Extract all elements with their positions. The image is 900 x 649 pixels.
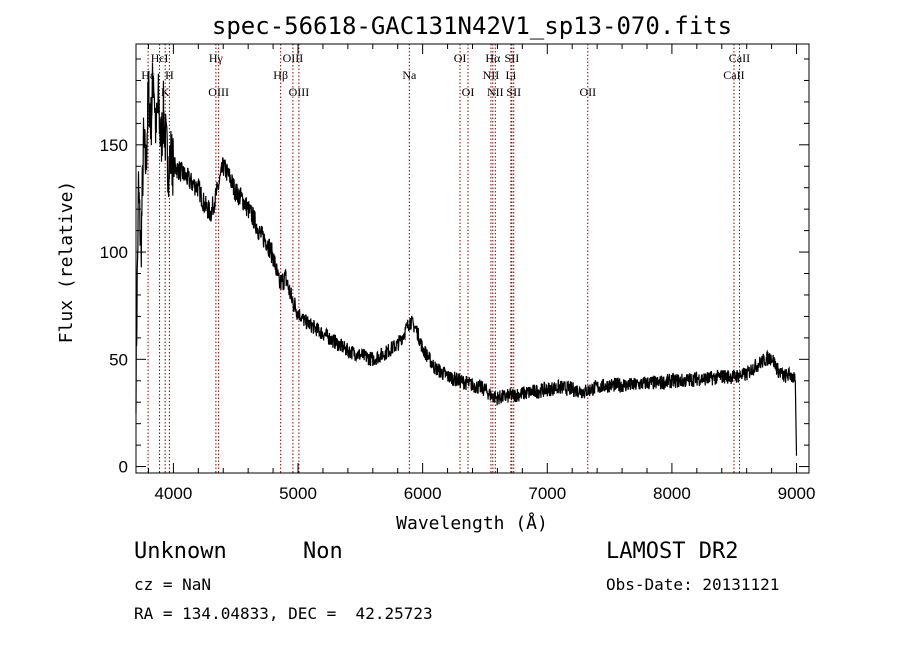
- y-tick-label: 50: [109, 350, 128, 369]
- spectral-line-markers: [147, 44, 740, 473]
- x-tick-label: 8000: [653, 484, 691, 503]
- spectral-line-label: Hβ: [273, 68, 288, 82]
- spectral-line-labels: HεHεIKHHγOIIIHβOIIIOIIINaOIOINIIHαNIILiS…: [141, 51, 750, 99]
- spectral-line-label: NII: [487, 85, 504, 99]
- spectral-line-label: OIII: [208, 85, 229, 99]
- object-subclass: Non: [303, 539, 343, 564]
- spectral-line-label: SII: [506, 85, 521, 99]
- x-tick-label: 7000: [528, 484, 566, 503]
- spectral-line-label: OI: [462, 85, 475, 99]
- axis-ticks: [136, 44, 809, 473]
- spectral-line-label: CaII: [729, 51, 750, 65]
- x-tick-labels: 4000 5000 6000 7000 8000 9000: [154, 484, 815, 503]
- spectral-line-label: H: [165, 68, 174, 82]
- spectral-line-label: OI: [454, 51, 467, 65]
- x-axis-label: Wavelength (Å): [396, 512, 548, 534]
- x-tick-label: 9000: [778, 484, 816, 503]
- y-tick-label: 0: [119, 458, 128, 477]
- spectral-line-label: K: [161, 85, 170, 99]
- y-tick-label: 150: [100, 136, 128, 155]
- observation-date: Obs-Date: 20131121: [606, 575, 780, 594]
- x-tick-label: 5000: [279, 484, 317, 503]
- spectral-line-label: Hγ: [209, 51, 224, 65]
- y-tick-labels: 0 50 100 150: [100, 136, 128, 477]
- spectrum-series-line: [135, 62, 798, 456]
- chart-title: spec-56618-GAC131N42V1_sp13-070.fits: [212, 12, 732, 40]
- object-class: Unknown: [134, 539, 227, 564]
- survey-name: LAMOST DR2: [606, 539, 739, 564]
- spectral-line-label: HεI: [151, 51, 169, 65]
- spectral-line-label: NII: [483, 68, 500, 82]
- plot-frame: [135, 43, 810, 474]
- x-tick-label: 6000: [404, 484, 442, 503]
- y-axis-label: Flux (relative): [56, 181, 77, 344]
- spectral-line-label: CaII: [723, 68, 744, 82]
- y-tick-label: 100: [100, 243, 128, 262]
- coordinates: RA = 134.04833, DEC = 42.25723: [134, 604, 433, 623]
- x-tick-label: 4000: [154, 484, 192, 503]
- spectral-line-label: Hα: [485, 51, 501, 65]
- spectral-line-label: Na: [402, 68, 417, 82]
- spectral-line-label: SII: [505, 51, 520, 65]
- spectral-line-label: Li: [506, 68, 517, 82]
- spectral-line-label: OIII: [283, 51, 304, 65]
- spectral-line-label: OIII: [289, 85, 310, 99]
- redshift-cz: cz = NaN: [134, 575, 212, 594]
- spectral-line-label: OII: [579, 85, 596, 99]
